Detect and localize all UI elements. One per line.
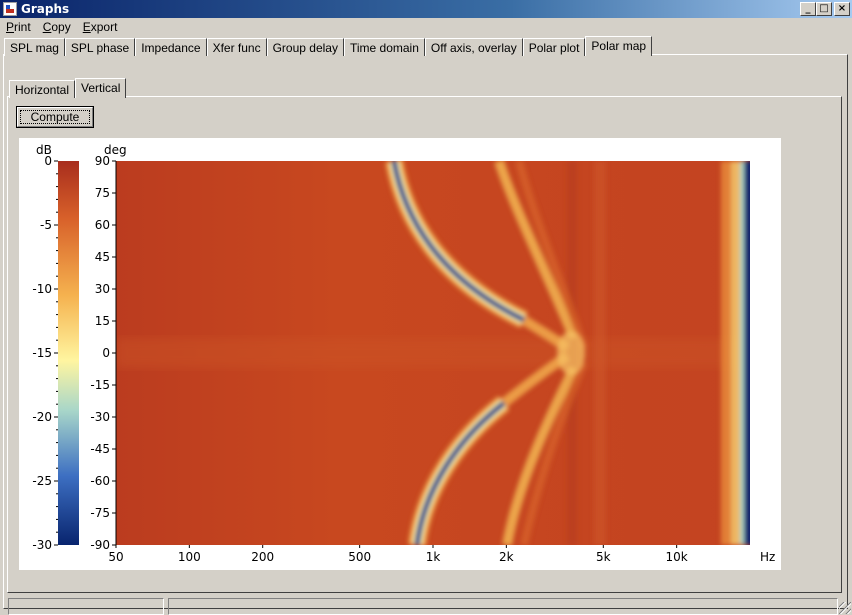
- tab-horizontal[interactable]: Horizontal: [9, 80, 76, 98]
- y-tick-label: -45: [90, 442, 110, 456]
- colorbar-tick-label: -15: [32, 346, 52, 360]
- maximize-button[interactable]: □: [816, 2, 832, 16]
- graphs-app-icon[interactable]: [3, 2, 17, 16]
- x-tick-label: 50: [108, 550, 123, 564]
- y-axis-label: deg: [104, 143, 127, 157]
- menu-export[interactable]: Export: [82, 20, 118, 34]
- x-tick-label: 10k: [666, 550, 688, 564]
- x-tick-label: 1k: [426, 550, 441, 564]
- x-tick-label: 5k: [596, 550, 611, 564]
- minimize-button[interactable]: _: [800, 2, 816, 16]
- colorbar-tick-label: -25: [32, 474, 52, 488]
- y-tick-label: -15: [90, 378, 110, 392]
- colorbar-tick-label: -10: [32, 282, 52, 296]
- tab-vertical[interactable]: Vertical: [75, 78, 127, 98]
- y-axis: deg 90 75 60 45 30 15 0 -15 -30 -45 -60 -75 -90: [90, 143, 126, 552]
- y-tick-label: -90: [90, 538, 110, 552]
- tab-xfer-func[interactable]: Xfer func: [206, 38, 267, 56]
- sub-tab-panel: [7, 96, 842, 593]
- heatmap-area: [116, 161, 750, 545]
- resize-grip[interactable]: [839, 602, 851, 614]
- tab-group-delay[interactable]: Group delay: [266, 38, 344, 56]
- y-tick-label: 45: [95, 250, 110, 264]
- polar-map-plot: 0 -5 -10 -15 -20 -25 -30 dB: [19, 138, 781, 570]
- y-tick-label: 15: [95, 314, 110, 328]
- menu-copy[interactable]: Copy: [42, 20, 71, 34]
- x-tick-label: 100: [178, 550, 201, 564]
- y-tick-label: 60: [95, 218, 110, 232]
- window-title: Graphs: [21, 2, 70, 16]
- tab-polar-plot[interactable]: Polar plot: [522, 38, 586, 56]
- status-pane-1: [8, 598, 164, 615]
- tab-impedance[interactable]: Impedance: [135, 38, 207, 56]
- main-tab-strip: SPL mag SPL phase Impedance Xfer func Gr…: [4, 36, 653, 56]
- x-tick-label: 200: [251, 550, 274, 564]
- tab-polar-map[interactable]: Polar map: [585, 36, 653, 56]
- polar-map-chart: 0 -5 -10 -15 -20 -25 -30 dB: [32, 143, 775, 564]
- menu-bar: Print Copy Export: [0, 18, 852, 36]
- y-tick-label: -60: [90, 474, 110, 488]
- status-bar: [0, 596, 852, 615]
- x-axis: 50 100 200 500 1k 2k 5k 10k Hz: [108, 545, 775, 564]
- y-tick-label: 75: [95, 186, 110, 200]
- close-button[interactable]: ×: [834, 2, 850, 16]
- compute-button-label: Compute: [20, 110, 90, 124]
- heatmap-features: [385, 161, 750, 545]
- status-pane-2: [168, 598, 838, 615]
- y-tick-label: -75: [90, 506, 110, 520]
- tab-time-domain[interactable]: Time domain: [343, 38, 425, 56]
- colorbar-tick-label: -30: [32, 538, 52, 552]
- y-tick-label: 90: [95, 154, 110, 168]
- y-tick-label: 0: [102, 346, 110, 360]
- tab-off-axis-overlay[interactable]: Off axis, overlay: [424, 38, 523, 56]
- compute-button[interactable]: Compute: [16, 106, 94, 128]
- colorbar-tick-label: -20: [32, 410, 52, 424]
- colorbar-label: dB: [36, 143, 52, 157]
- colorbar-tick-label: -5: [40, 218, 52, 232]
- tab-spl-phase[interactable]: SPL phase: [64, 38, 136, 56]
- y-tick-label: -30: [90, 410, 110, 424]
- title-bar: Graphs _ □ ×: [0, 0, 852, 18]
- sub-tab-strip: Horizontal Vertical: [9, 78, 127, 98]
- colorbar-tick-label: 0: [44, 154, 52, 168]
- window-controls: _ □ ×: [800, 2, 850, 16]
- x-tick-label: 500: [348, 550, 371, 564]
- menu-print[interactable]: Print: [6, 20, 31, 34]
- x-axis-label: Hz: [760, 550, 775, 564]
- y-tick-label: 30: [95, 282, 110, 296]
- x-tick-label: 2k: [499, 550, 514, 564]
- tab-spl-mag[interactable]: SPL mag: [4, 38, 65, 56]
- colorbar-gradient: [58, 161, 79, 545]
- colorbar: 0 -5 -10 -15 -20 -25 -30 dB: [32, 143, 79, 552]
